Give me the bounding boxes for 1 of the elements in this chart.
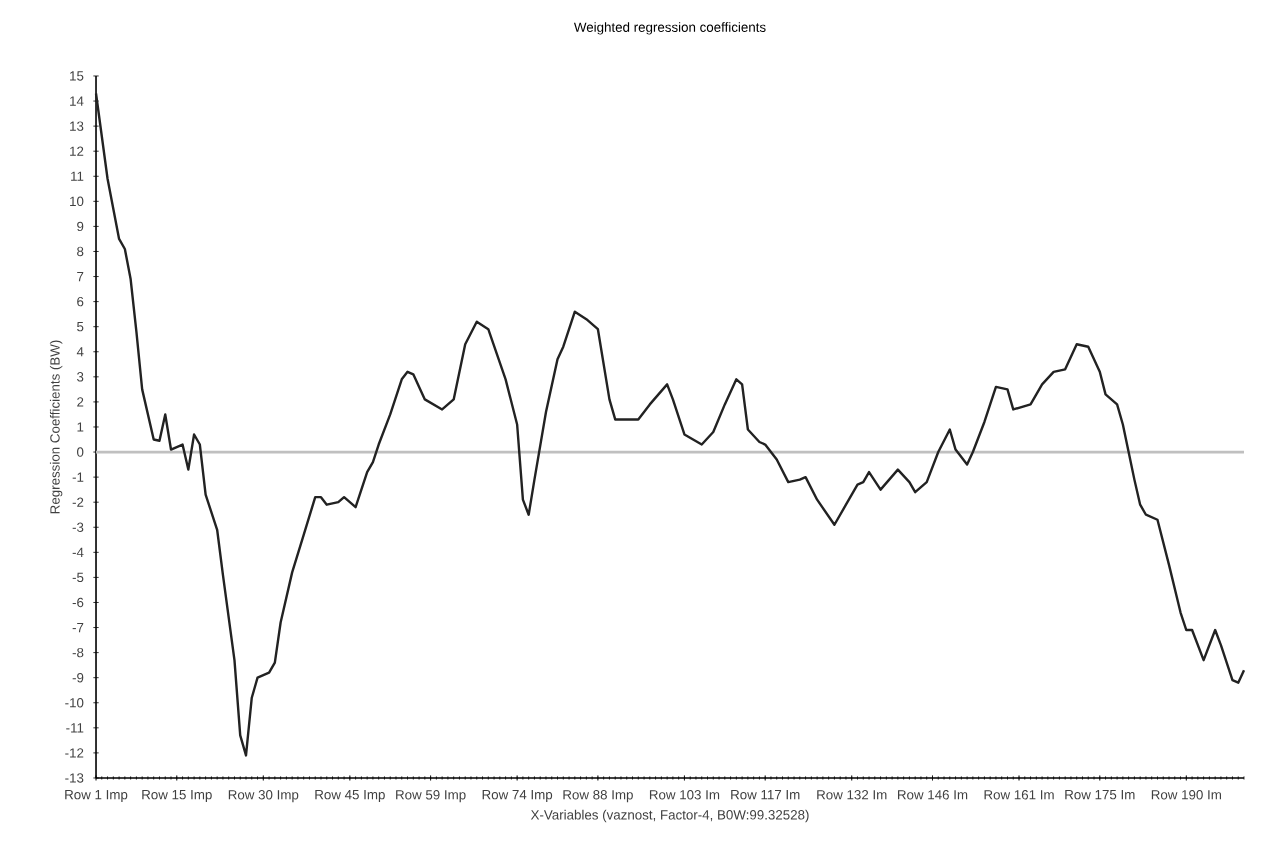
line-series xyxy=(94,92,1246,757)
